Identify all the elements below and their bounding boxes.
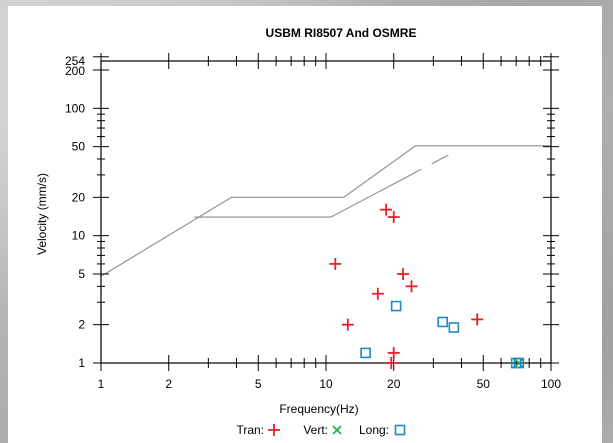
legend: Tran: Vert: Long:: [236, 423, 406, 437]
y-tick-label: 50: [72, 140, 86, 154]
data-points: [329, 203, 525, 369]
x-tick-label: 2: [165, 377, 172, 391]
x-tick-label: 50: [477, 377, 491, 391]
axis-ticks: [93, 53, 559, 371]
point-tran: [380, 203, 393, 216]
point-long: [513, 357, 525, 369]
point-tran: [405, 280, 418, 293]
y-tick-label: 200: [65, 64, 85, 78]
point-long: [448, 322, 460, 333]
point-long: [360, 347, 371, 359]
chart-title: USBM RI8507 And OSMRE: [266, 26, 417, 40]
point-tran: [397, 267, 410, 280]
x-tick-labels: 1 2 5 10 20 50 100: [98, 377, 562, 391]
legend-label-vert: Vert:: [303, 423, 328, 437]
point-tran: [471, 313, 484, 326]
point-tran: [385, 357, 398, 369]
y-tick-label: 20: [72, 190, 86, 204]
limit-line-gap: [420, 162, 433, 171]
series-vert: [514, 358, 524, 368]
legend-marker-tran: [268, 424, 280, 436]
plot-frame: [100, 60, 552, 364]
legend-marker-vert: [332, 425, 342, 435]
chart-panel: [8, 6, 602, 443]
x-tick-label: 10: [319, 377, 333, 391]
legend-label-long: Long:: [359, 423, 389, 437]
x-tick-label: 100: [541, 377, 561, 391]
series-tran: [329, 203, 484, 369]
legend-label-tran: Tran:: [236, 423, 264, 437]
x-tick-label: 20: [387, 377, 401, 391]
point-vert: [514, 358, 524, 368]
series-long: [360, 300, 525, 369]
point-long: [390, 300, 402, 312]
x-tick-label: 5: [255, 377, 262, 391]
point-tran: [387, 346, 400, 359]
point-long: [437, 316, 448, 328]
point-tran: [329, 257, 342, 270]
y-axis-label: Velocity (mm/s): [35, 173, 49, 255]
y-tick-label: 10: [72, 229, 86, 243]
limit-line-1: [100, 145, 551, 277]
legend-marker-long: [394, 424, 406, 436]
limit-line-2: [194, 154, 449, 218]
y-tick-label: 100: [65, 101, 85, 115]
marker-d2: [332, 425, 342, 435]
point-tran: [341, 318, 354, 331]
y-tick-label: 1: [78, 356, 85, 370]
y-tick-label: 2: [78, 318, 85, 332]
point-tran: [387, 211, 400, 224]
limit-lines: [100, 145, 551, 277]
x-axis-label: Frequency(Hz): [279, 402, 358, 416]
marker-d2: [514, 358, 524, 368]
y-tick-label: 254: [65, 54, 85, 68]
x-tick-label: 1: [98, 377, 105, 391]
point-tran: [371, 287, 384, 300]
y-tick-label: 5: [78, 267, 85, 281]
